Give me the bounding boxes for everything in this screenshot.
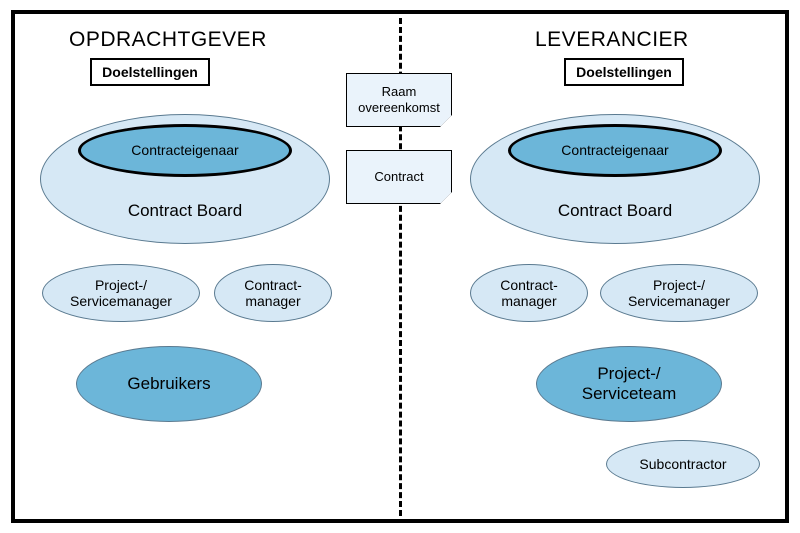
left-heading: OPDRACHTGEVER [69, 28, 267, 52]
right-project-service-team: Project-/ Serviceteam [536, 346, 722, 422]
right-cm-label: Contract- manager [494, 273, 564, 313]
left-users-label: Gebruikers [121, 370, 216, 398]
right-contract-board-label: Contract Board [552, 197, 678, 225]
left-contract-owner-label: Contracteigenaar [125, 138, 244, 162]
left-users: Gebruikers [76, 346, 262, 422]
right-team-label: Project-/ Serviceteam [576, 360, 682, 407]
left-project-service-manager: Project-/ Servicemanager [42, 264, 200, 322]
right-goal-box: Doelstellingen [564, 58, 684, 86]
left-cm-label: Contract- manager [238, 273, 308, 313]
right-contract-owner-label: Contracteigenaar [555, 138, 674, 162]
left-contract-manager: Contract- manager [214, 264, 332, 322]
right-subcontractor-label: Subcontractor [633, 452, 732, 476]
right-heading: LEVERANCIER [535, 28, 689, 52]
right-contract-owner: Contracteigenaar [508, 124, 722, 177]
right-project-service-manager: Project-/ Servicemanager [600, 264, 758, 322]
left-contract-board-label: Contract Board [122, 197, 248, 225]
left-contract-owner: Contracteigenaar [78, 124, 292, 177]
note-raamovereenkomst: Raam overeenkomst [346, 73, 452, 127]
left-psm-label: Project-/ Servicemanager [64, 273, 178, 313]
right-contract-manager: Contract- manager [470, 264, 588, 322]
left-goal-box: Doelstellingen [90, 58, 210, 86]
note-contract: Contract [346, 150, 452, 204]
right-subcontractor: Subcontractor [606, 440, 760, 488]
right-psm-label: Project-/ Servicemanager [622, 273, 736, 313]
